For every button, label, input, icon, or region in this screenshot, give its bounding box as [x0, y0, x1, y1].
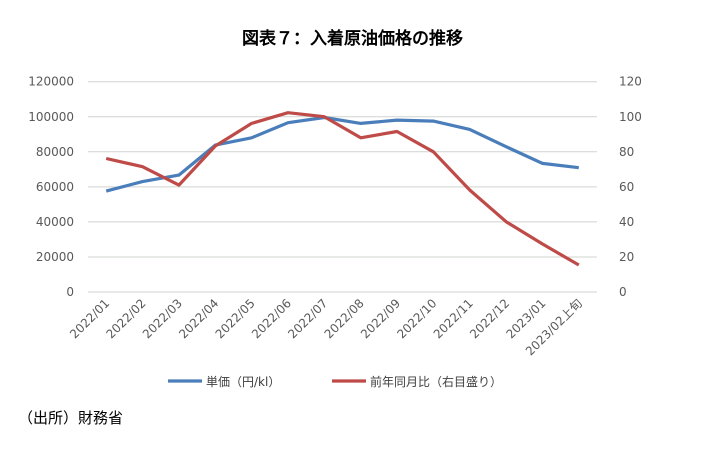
legend-label: 前年同月比（右目盛り）: [370, 374, 502, 389]
y-right-tick-label: 100: [619, 110, 642, 124]
y-left-tick-label: 0: [66, 285, 74, 299]
y-left-tick-label: 80000: [36, 145, 74, 159]
legend-label: 単価（円/kl）: [206, 375, 280, 389]
y-left-tick-label: 60000: [36, 180, 74, 194]
y-left-tick-label: 20000: [36, 250, 74, 264]
y-right-tick-label: 120: [619, 75, 642, 89]
source-note: （出所）財務省: [18, 409, 124, 427]
y-left-tick-label: 40000: [36, 215, 74, 229]
y-right-tick-label: 20: [619, 250, 634, 264]
series-line-1: [105, 115, 579, 193]
chart-title: 図表７：入着原油価格の推移: [242, 29, 463, 49]
y-right-tick-label: 40: [619, 215, 634, 229]
y-left-tick-label: 100000: [28, 110, 74, 124]
series-line-2: [105, 111, 580, 267]
y-right-tick-label: 60: [619, 180, 634, 194]
y-right-tick-label: 80: [619, 145, 634, 159]
y-right-tick-label: 0: [619, 285, 627, 299]
y-left-tick-label: 120000: [28, 75, 74, 89]
